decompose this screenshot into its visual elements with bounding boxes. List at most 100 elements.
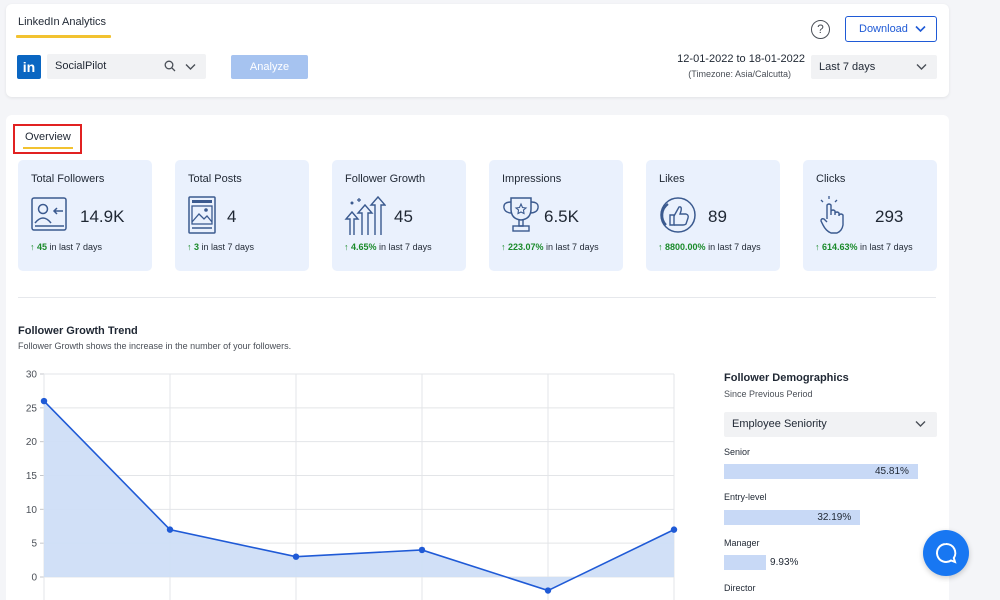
stat-value: 89 xyxy=(708,207,727,226)
stat-value: 14.9K xyxy=(80,207,125,226)
delta-suffix: in last 7 days xyxy=(705,242,761,252)
stat-delta: ↑ 4.65% in last 7 days xyxy=(344,242,432,252)
demographic-label: Manager xyxy=(724,538,760,548)
delta-suffix: in last 7 days xyxy=(199,242,255,252)
demographics-subtitle: Since Previous Period xyxy=(724,389,813,399)
chevron-down-icon xyxy=(915,421,926,427)
download-label: Download xyxy=(859,23,908,35)
demographics-select-label: Employee Seniority xyxy=(732,418,827,430)
stat-delta: ↑ 45 in last 7 days xyxy=(30,242,102,252)
demographic-bar xyxy=(724,464,918,479)
chevron-down-icon xyxy=(915,25,926,33)
demographic-bar xyxy=(724,510,861,525)
stat-card-total-posts: Total Posts 4 ↑ 3 in last 7 days xyxy=(175,160,309,271)
stat-card-total-followers: Total Followers 14.9K ↑ 45 in last 7 day… xyxy=(18,160,152,271)
arrow-up-icon: ↑ xyxy=(344,242,349,252)
chat-bubble-icon xyxy=(936,542,957,564)
timezone-label: (Timezone: Asia/Calcutta) xyxy=(688,69,791,79)
stat-label: Total Posts xyxy=(188,173,242,185)
data-point xyxy=(292,553,300,560)
chat-button[interactable] xyxy=(923,530,969,576)
chart-title: Follower Growth Trend xyxy=(18,325,138,337)
series-area xyxy=(44,401,674,591)
stat-label: Likes xyxy=(659,173,685,185)
followers-profile-icon xyxy=(31,197,67,231)
y-tick-label: 30 xyxy=(26,370,38,381)
download-button[interactable]: Download xyxy=(845,16,937,42)
stat-delta: ↑ 223.07% in last 7 days xyxy=(501,242,599,252)
arrow-up-icon: ↑ xyxy=(658,242,663,252)
chevron-down-icon[interactable] xyxy=(185,63,196,71)
stat-label: Total Followers xyxy=(31,173,105,185)
question-circle-icon[interactable]: ? xyxy=(811,20,830,39)
stat-delta: ↑ 8800.00% in last 7 days xyxy=(658,242,761,252)
app-title: LinkedIn Analytics xyxy=(18,16,107,28)
date-range: 12-01-2022 to 18-01-2022 xyxy=(677,53,805,65)
stat-card-follower-growth: Follower Growth 45 ↑ 4.65% in last 7 day… xyxy=(332,160,466,271)
demographic-label: Director xyxy=(724,583,756,593)
delta-value: 3 xyxy=(194,242,200,252)
y-tick-label: 25 xyxy=(26,403,38,414)
pointer-click-icon xyxy=(820,196,844,234)
period-select[interactable]: Last 7 days xyxy=(811,55,937,79)
demographic-percent: 9.93% xyxy=(770,557,799,568)
account-select[interactable]: SocialPilot xyxy=(47,54,206,79)
demographics-title: Follower Demographics xyxy=(724,372,849,384)
delta-value: 8800.00% xyxy=(665,242,706,252)
tab-overview[interactable]: Overview xyxy=(13,124,82,154)
series-line xyxy=(43,400,675,592)
stat-delta: ↑ 3 in last 7 days xyxy=(187,242,254,252)
follower-growth-chart: 0 5 10 15 20 25 30 xyxy=(26,370,678,600)
account-name: SocialPilot xyxy=(55,60,107,72)
demographic-percent: 32.19% xyxy=(817,512,852,523)
delta-suffix: in last 7 days xyxy=(376,242,432,252)
demographic-label: Entry-level xyxy=(724,492,767,502)
delta-suffix: in last 7 days xyxy=(47,242,103,252)
delta-value: 614.63% xyxy=(822,242,858,252)
data-point xyxy=(418,546,426,554)
data-point xyxy=(166,526,174,533)
arrow-up-icon: ↑ xyxy=(815,242,820,252)
analyze-button[interactable]: Analyze xyxy=(231,55,308,79)
data-point xyxy=(544,587,552,594)
chart-subtitle: Follower Growth shows the increase in th… xyxy=(18,341,292,351)
demographic-label: Senior xyxy=(724,447,751,457)
demographics-select[interactable]: Employee Seniority xyxy=(724,412,937,437)
period-label: Last 7 days xyxy=(819,61,876,73)
trophy-icon xyxy=(503,197,539,232)
stat-value: 293 xyxy=(875,207,904,226)
stat-value: 4 xyxy=(227,207,237,226)
delta-value: 45 xyxy=(37,242,48,252)
arrow-up-icon: ↑ xyxy=(501,242,506,252)
y-tick-label: 20 xyxy=(26,437,38,448)
delta-value: 4.65% xyxy=(351,242,377,252)
stat-label: Impressions xyxy=(502,173,562,185)
y-tick-label: 0 xyxy=(31,573,37,584)
title-underline xyxy=(16,35,111,38)
stat-value: 45 xyxy=(394,207,413,226)
header-card xyxy=(6,4,949,97)
delta-suffix: in last 7 days xyxy=(857,242,913,252)
image-post-icon xyxy=(188,196,216,234)
demographic-bar xyxy=(724,555,767,570)
delta-value: 223.07% xyxy=(508,242,544,252)
data-point xyxy=(40,397,48,405)
stat-delta: ↑ 614.63% in last 7 days xyxy=(815,242,913,252)
arrow-up-icon: ↑ xyxy=(187,242,192,252)
overview-label: Overview xyxy=(25,131,71,143)
growth-arrows-icon xyxy=(344,195,386,235)
stat-label: Clicks xyxy=(816,173,846,185)
y-tick-label: 10 xyxy=(26,505,38,516)
stat-card-clicks: Clicks 293 ↑ 614.63% in last 7 days xyxy=(803,160,937,271)
stat-value: 6.5K xyxy=(544,207,579,226)
section-divider xyxy=(18,297,936,298)
thumbs-up-icon xyxy=(660,197,696,233)
chevron-down-icon xyxy=(916,64,927,70)
overview-underline xyxy=(23,147,73,149)
search-icon[interactable] xyxy=(164,60,176,72)
arrow-up-icon: ↑ xyxy=(30,242,35,252)
y-tick-label: 5 xyxy=(31,539,37,550)
demographic-percent: 45.81% xyxy=(875,466,909,477)
stat-card-impressions: Impressions 6.5K ↑ 223.07% in last 7 day… xyxy=(489,160,623,271)
delta-suffix: in last 7 days xyxy=(543,242,599,252)
